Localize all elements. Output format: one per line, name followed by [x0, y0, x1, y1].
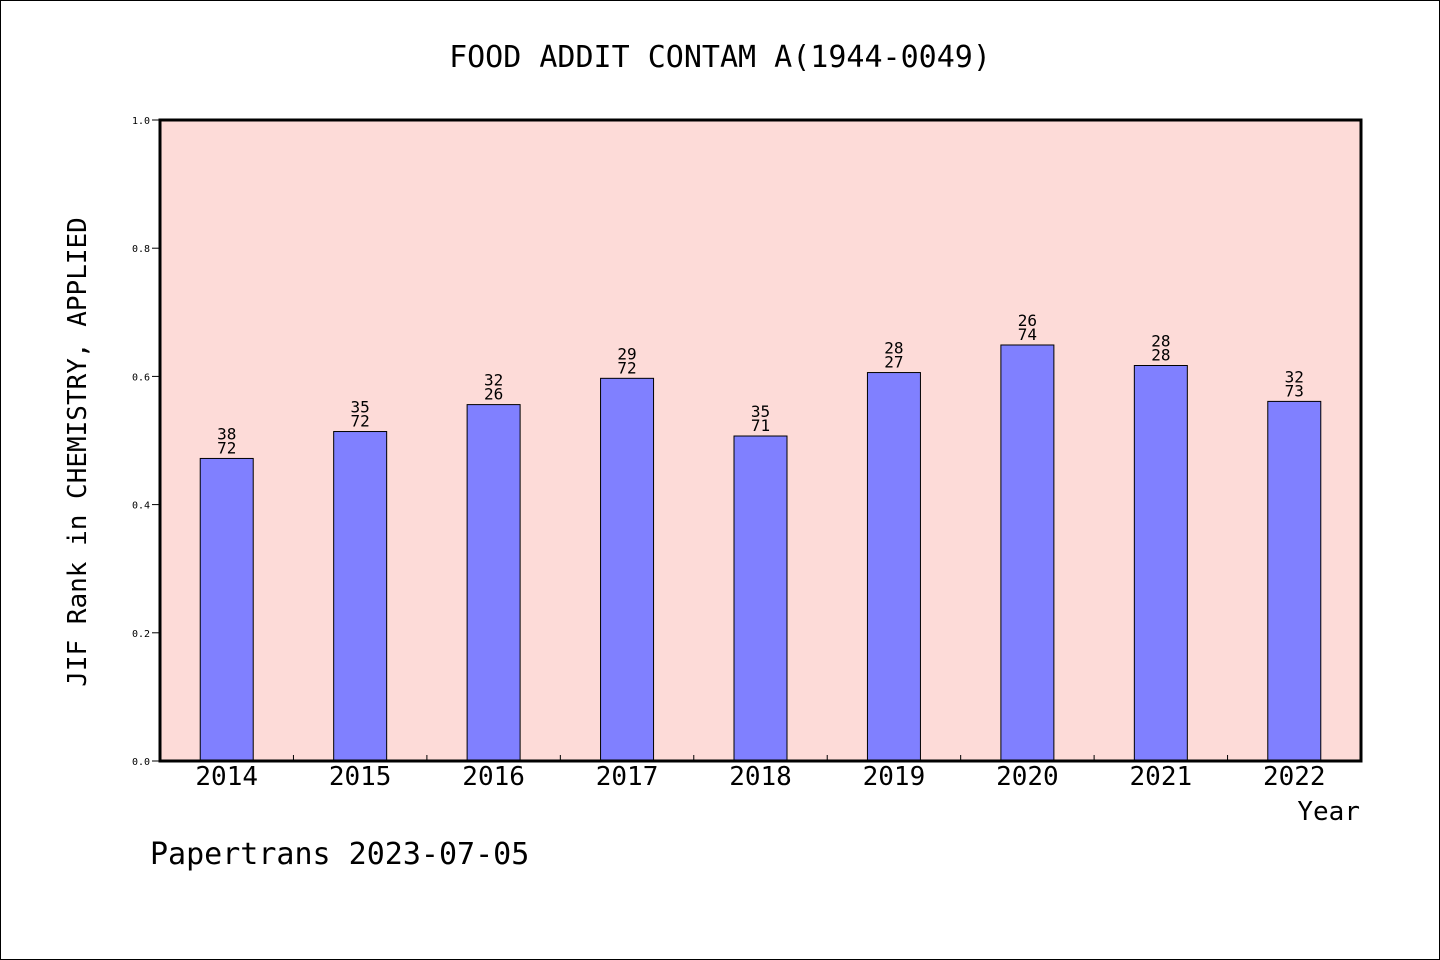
y-axis-label: JIF Rank in CHEMISTRY, APPLIED: [63, 217, 93, 687]
bar-label-total-2019: 27: [884, 353, 903, 372]
bar-label-rank-2020: 26: [1018, 311, 1037, 330]
y-tick-label: 1.0: [132, 116, 150, 127]
x-tick-label-2016: 2016: [462, 762, 525, 792]
bar-label-total-2018: 71: [751, 416, 770, 435]
bar-2022: [1267, 400, 1322, 762]
bar-label-total-2016: 26: [484, 385, 503, 404]
bar-label-total-2017: 72: [617, 358, 636, 377]
footer-date-stamp: Papertrans 2023-07-05: [150, 837, 529, 872]
x-tick-label-2014: 2014: [195, 762, 258, 792]
bar-label-rank-2019: 28: [884, 339, 903, 358]
bar-label-rank-2014: 38: [217, 424, 236, 443]
y-tick-label: 0.0: [132, 757, 150, 768]
x-tick-label-2020: 2020: [996, 762, 1059, 792]
axis-ticks: 0.0 0.2 0.4 0.6 0.8 1.0 2014 2015 2016 2017 2018 20…: [132, 116, 1326, 792]
x-tick-label-2015: 2015: [329, 762, 392, 792]
bar-label-total-2021: 28: [1151, 346, 1170, 365]
bar-label-total-2020: 74: [1018, 325, 1037, 344]
bar-label-rank-2017: 29: [617, 344, 636, 363]
bar-2014: [199, 457, 254, 762]
bar-label-total-2015: 72: [351, 412, 370, 431]
x-tick-label-2018: 2018: [729, 762, 792, 792]
bars: [199, 344, 1322, 762]
bar-label-total-2014: 72: [217, 438, 236, 457]
y-tick-label: 0.6: [132, 372, 150, 383]
bar-label-rank-2016: 32: [484, 371, 503, 390]
y-tick-label: 0.8: [132, 244, 150, 255]
bar-2019: [866, 372, 921, 762]
bar-2021: [1133, 365, 1188, 762]
x-tick-label-2019: 2019: [863, 762, 926, 792]
x-axis-label: Year: [1297, 797, 1360, 827]
bar-2018: [733, 435, 788, 762]
x-tick-label-2017: 2017: [596, 762, 659, 792]
bar-label-rank-2021: 28: [1151, 332, 1170, 351]
x-tick-label-2022: 2022: [1263, 762, 1326, 792]
plot-border: [158, 118, 1363, 763]
bar-label-rank-2018: 35: [751, 402, 770, 421]
y-tick-label: 0.4: [132, 501, 150, 512]
x-tick-label-2021: 2021: [1130, 762, 1193, 792]
y-tick-label: 0.2: [132, 629, 150, 640]
bar-2020: [1000, 344, 1055, 762]
bar-2016: [466, 404, 521, 762]
bar-label-total-2022: 73: [1285, 381, 1304, 400]
bar-2017: [600, 377, 655, 762]
bar-label-rank-2015: 35: [351, 398, 370, 417]
chart-title: FOOD ADDIT CONTAM A(1944-0049): [449, 40, 991, 75]
bar-2015: [333, 431, 388, 762]
bar-label-rank-2022: 32: [1285, 367, 1304, 386]
